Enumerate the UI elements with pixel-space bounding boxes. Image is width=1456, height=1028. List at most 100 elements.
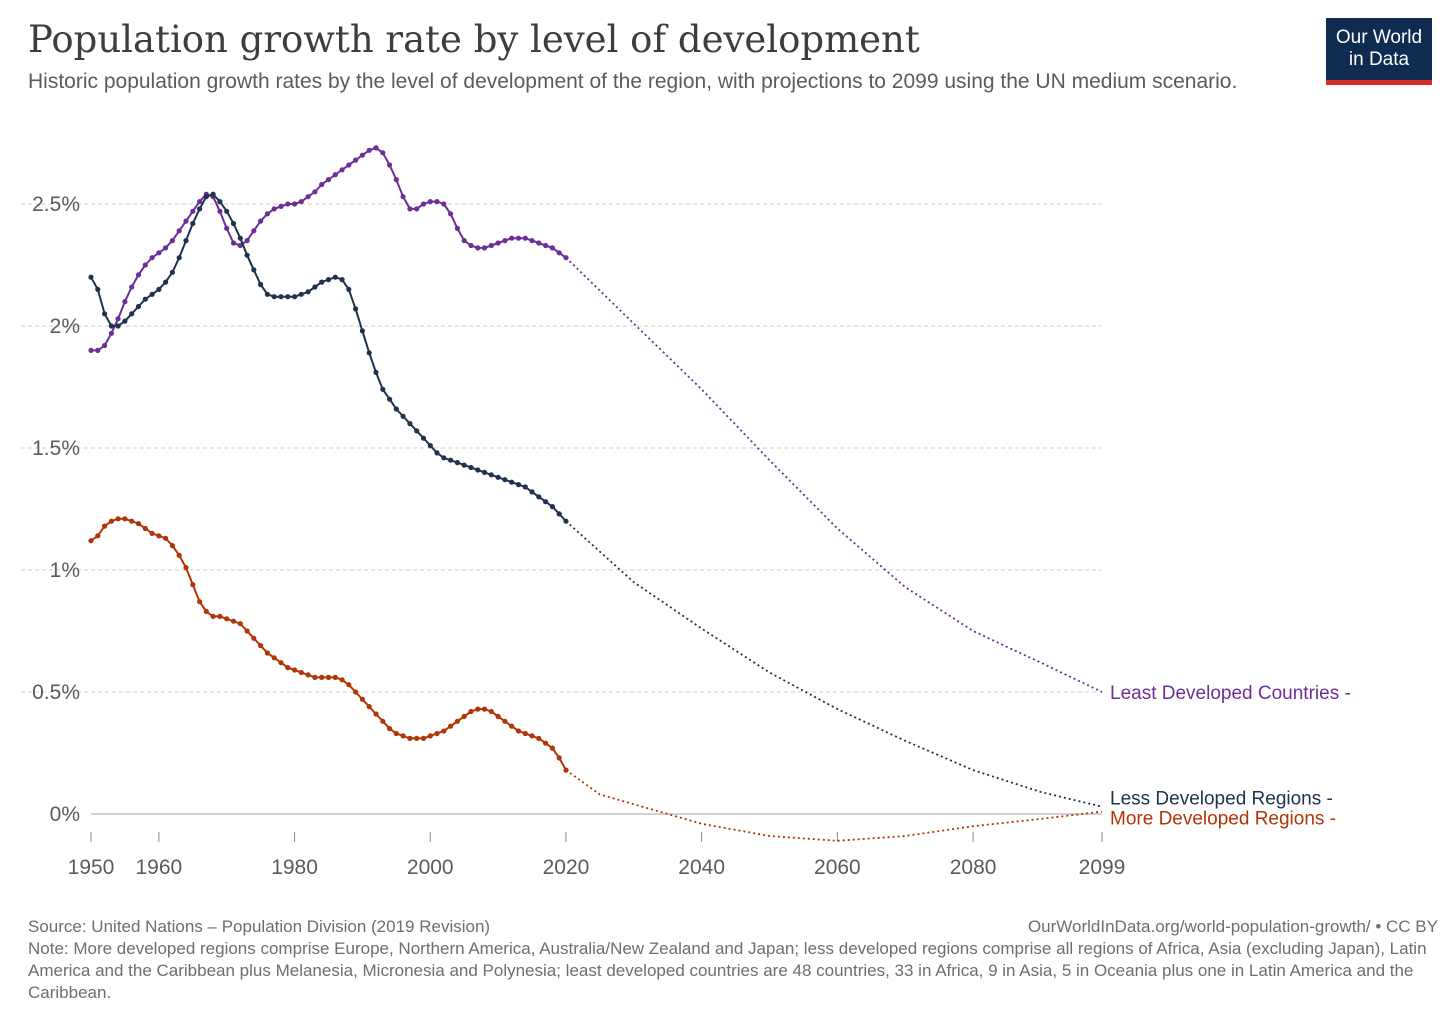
x-tick-label: 1950	[68, 856, 115, 879]
data-point	[190, 208, 196, 214]
data-point	[224, 616, 230, 622]
data-point	[244, 628, 250, 634]
y-tick-label: 2.5%	[32, 193, 80, 216]
data-point	[264, 211, 270, 217]
data-point	[475, 245, 481, 251]
data-point	[407, 206, 413, 212]
data-point	[169, 238, 175, 244]
data-point	[502, 477, 508, 483]
source-url-link[interactable]: OurWorldInData.org/world-population-grow…	[1027, 917, 1438, 936]
data-point	[149, 255, 155, 261]
data-point	[224, 208, 230, 214]
owid-logo[interactable]: Our World in Data	[1326, 18, 1432, 85]
data-point	[380, 386, 386, 392]
data-point	[122, 318, 128, 324]
data-point	[230, 220, 237, 227]
data-point	[502, 238, 508, 244]
data-point	[129, 311, 135, 317]
data-point	[529, 489, 535, 495]
data-point	[312, 284, 318, 290]
data-point	[359, 328, 365, 334]
data-point	[305, 672, 311, 678]
data-point	[258, 643, 264, 649]
data-point	[332, 274, 338, 280]
data-point	[387, 726, 393, 732]
data-point	[298, 291, 304, 297]
data-point	[366, 350, 372, 356]
line-chart: 0% 0.5% 1% 1.5% 2% 2.5% 1950 1960 1980 2000 2020 20…	[21, 145, 1351, 879]
data-point	[373, 711, 379, 717]
data-point	[441, 728, 447, 734]
data-point	[224, 225, 230, 231]
data-point	[332, 674, 338, 681]
data-point	[285, 665, 291, 671]
data-point	[197, 199, 203, 205]
data-point	[373, 145, 379, 151]
data-point	[414, 428, 420, 434]
data-point	[312, 674, 318, 681]
data-point	[325, 674, 332, 681]
data-point	[258, 281, 264, 288]
data-point	[129, 284, 135, 290]
data-point	[563, 255, 569, 261]
data-point	[190, 220, 196, 227]
data-point	[509, 235, 515, 241]
data-point	[434, 199, 440, 205]
data-point	[115, 316, 121, 322]
data-point	[115, 516, 121, 522]
data-point	[420, 201, 427, 207]
data-point	[285, 294, 291, 300]
data-point	[142, 296, 148, 302]
data-point	[515, 235, 522, 241]
data-point	[312, 189, 318, 195]
data-point	[135, 272, 142, 278]
data-point	[461, 713, 467, 720]
data-point	[332, 172, 338, 178]
data-point	[102, 311, 108, 317]
data-point	[339, 167, 345, 173]
data-point	[129, 518, 135, 524]
data-point	[88, 538, 94, 544]
logo-line-2: in Data	[1348, 49, 1410, 70]
data-point	[509, 479, 515, 485]
data-point	[434, 730, 440, 737]
data-point	[237, 235, 243, 241]
data-point	[95, 286, 101, 292]
data-point	[156, 286, 162, 292]
data-point	[536, 240, 542, 246]
y-tick-label: 0.5%	[32, 681, 80, 704]
data-point	[142, 525, 148, 532]
data-point	[454, 460, 460, 466]
data-point	[448, 211, 454, 217]
data-point	[441, 455, 447, 461]
data-point	[556, 250, 562, 256]
x-tick-label: 1960	[135, 856, 182, 879]
data-point	[448, 457, 454, 463]
series-label: More Developed Regions -	[1110, 809, 1336, 830]
source-text: Source: United Nations – Population Divi…	[28, 917, 491, 936]
data-point	[515, 728, 522, 734]
chart-title: Population growth rate by level of devel…	[28, 18, 920, 61]
chart-subtitle: Historic population growth rates by the …	[28, 70, 1238, 93]
data-point	[563, 767, 569, 773]
data-point	[115, 323, 121, 329]
data-point	[427, 443, 433, 449]
x-tick-label: 2000	[407, 856, 454, 879]
data-point	[210, 191, 216, 197]
data-point	[522, 235, 528, 241]
data-point	[366, 704, 372, 710]
logo-accent-bar	[1326, 80, 1432, 85]
series-line-projection	[565, 769, 1103, 842]
data-point	[441, 201, 447, 207]
data-point	[556, 755, 562, 761]
data-point	[292, 294, 298, 300]
x-tick-label: 2020	[543, 856, 590, 879]
data-point	[169, 269, 175, 275]
data-point	[251, 228, 257, 234]
data-point	[258, 218, 264, 224]
data-point	[319, 279, 325, 285]
data-point	[292, 201, 298, 207]
data-point	[420, 435, 427, 441]
note-text: Note: More developed regions comprise Eu…	[28, 939, 1427, 1002]
data-point	[278, 294, 284, 300]
